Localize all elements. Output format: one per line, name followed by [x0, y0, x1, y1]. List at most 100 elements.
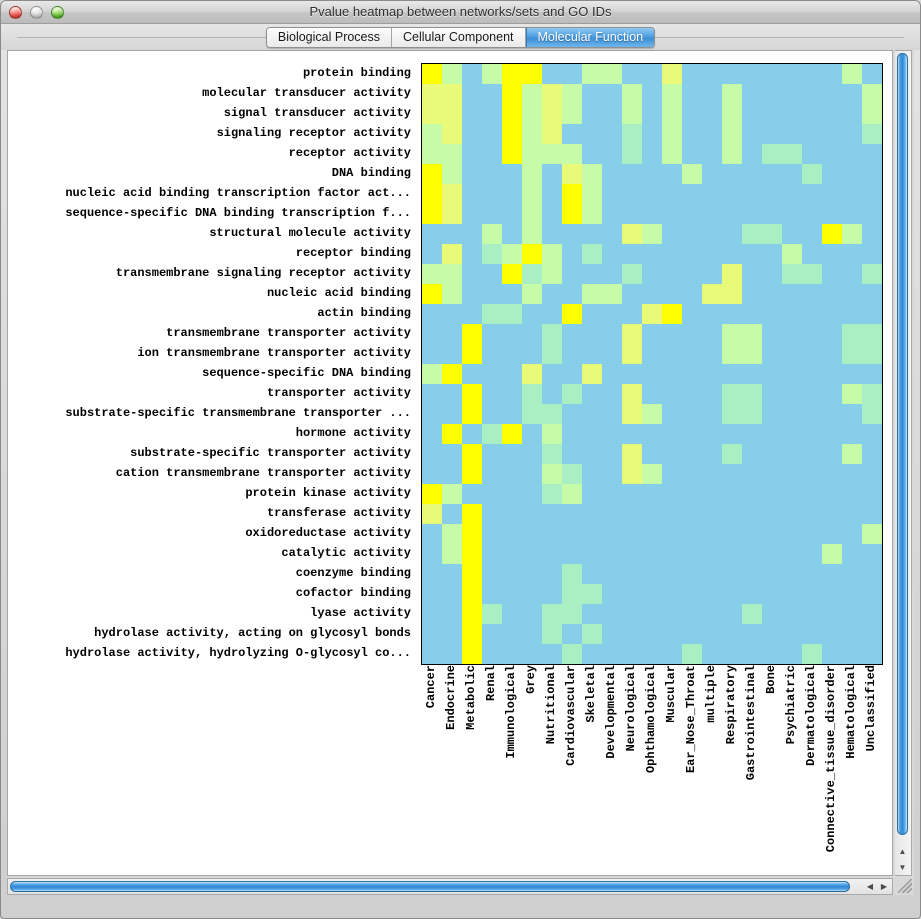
heatmap-cell[interactable] — [822, 64, 842, 84]
heatmap-cell[interactable] — [702, 224, 722, 244]
heatmap-cell[interactable] — [822, 104, 842, 124]
heatmap-cell[interactable] — [842, 424, 862, 444]
heatmap-cell[interactable] — [742, 544, 762, 564]
heatmap-cell[interactable] — [802, 224, 822, 244]
heatmap-cell[interactable] — [542, 484, 562, 504]
heatmap-cell[interactable] — [522, 224, 542, 244]
heatmap-cell[interactable] — [822, 404, 842, 424]
heatmap-cell[interactable] — [722, 544, 742, 564]
heatmap-cell[interactable] — [642, 544, 662, 564]
heatmap-cell[interactable] — [702, 564, 722, 584]
heatmap-cell[interactable] — [522, 64, 542, 84]
horizontal-scrollbar[interactable]: ◀ ▶ — [7, 878, 893, 895]
heatmap-cell[interactable] — [582, 624, 602, 644]
heatmap-cell[interactable] — [802, 544, 822, 564]
heatmap-cell[interactable] — [702, 404, 722, 424]
heatmap-cell[interactable] — [682, 524, 702, 544]
heatmap-cell[interactable] — [542, 504, 562, 524]
heatmap-cell[interactable] — [662, 324, 682, 344]
heatmap-cell[interactable] — [862, 224, 882, 244]
heatmap-cell[interactable] — [822, 264, 842, 284]
tab-cellular-component[interactable]: Cellular Component — [392, 27, 526, 47]
heatmap-cell[interactable] — [742, 484, 762, 504]
heatmap-cell[interactable] — [642, 484, 662, 504]
heatmap-cell[interactable] — [762, 224, 782, 244]
heatmap-cell[interactable] — [702, 644, 722, 664]
heatmap-cell[interactable] — [502, 204, 522, 224]
heatmap-cell[interactable] — [582, 404, 602, 424]
heatmap-cell[interactable] — [822, 464, 842, 484]
heatmap-cell[interactable] — [622, 544, 642, 564]
heatmap-cell[interactable] — [462, 164, 482, 184]
heatmap-cell[interactable] — [802, 164, 822, 184]
heatmap-cell[interactable] — [822, 544, 842, 564]
heatmap-cell[interactable] — [522, 344, 542, 364]
heatmap-cell[interactable] — [542, 124, 562, 144]
heatmap-cell[interactable] — [442, 384, 462, 404]
heatmap-cell[interactable] — [502, 104, 522, 124]
heatmap-cell[interactable] — [842, 124, 862, 144]
heatmap-cell[interactable] — [862, 64, 882, 84]
heatmap-cell[interactable] — [822, 604, 842, 624]
heatmap-cell[interactable] — [462, 344, 482, 364]
heatmap-cell[interactable] — [822, 324, 842, 344]
heatmap-cell[interactable] — [482, 564, 502, 584]
heatmap-cell[interactable] — [702, 444, 722, 464]
heatmap-cell[interactable] — [602, 604, 622, 624]
heatmap-cell[interactable] — [762, 424, 782, 444]
heatmap-cell[interactable] — [622, 484, 642, 504]
heatmap-cell[interactable] — [862, 344, 882, 364]
heatmap-cell[interactable] — [682, 504, 702, 524]
heatmap-cell[interactable] — [642, 204, 662, 224]
heatmap-cell[interactable] — [642, 644, 662, 664]
heatmap-cell[interactable] — [642, 104, 662, 124]
heatmap-cell[interactable] — [422, 304, 442, 324]
heatmap-cell[interactable] — [762, 244, 782, 264]
heatmap-cell[interactable] — [742, 464, 762, 484]
heatmap-cell[interactable] — [422, 444, 442, 464]
heatmap-cell[interactable] — [562, 504, 582, 524]
heatmap-cell[interactable] — [442, 344, 462, 364]
heatmap-cell[interactable] — [842, 164, 862, 184]
heatmap-cell[interactable] — [802, 364, 822, 384]
heatmap-cell[interactable] — [742, 524, 762, 544]
heatmap-cell[interactable] — [762, 164, 782, 184]
heatmap-cell[interactable] — [842, 284, 862, 304]
heatmap-cell[interactable] — [482, 184, 502, 204]
heatmap-cell[interactable] — [802, 604, 822, 624]
heatmap-cell[interactable] — [862, 424, 882, 444]
horizontal-scrollbar-thumb[interactable] — [10, 881, 850, 892]
heatmap-cell[interactable] — [842, 244, 862, 264]
heatmap-cell[interactable] — [522, 144, 542, 164]
heatmap-cell[interactable] — [462, 584, 482, 604]
heatmap-cell[interactable] — [682, 644, 702, 664]
heatmap-cell[interactable] — [722, 524, 742, 544]
heatmap-cell[interactable] — [562, 444, 582, 464]
heatmap-cell[interactable] — [562, 264, 582, 284]
heatmap-cell[interactable] — [502, 624, 522, 644]
heatmap-cell[interactable] — [622, 224, 642, 244]
heatmap-cell[interactable] — [602, 404, 622, 424]
heatmap-cell[interactable] — [682, 304, 702, 324]
heatmap-cell[interactable] — [682, 384, 702, 404]
heatmap-cell[interactable] — [602, 284, 622, 304]
heatmap-cell[interactable] — [622, 424, 642, 444]
scroll-down-icon[interactable]: ▼ — [898, 862, 907, 872]
heatmap-cell[interactable] — [662, 264, 682, 284]
heatmap-cell[interactable] — [422, 584, 442, 604]
heatmap-cell[interactable] — [762, 524, 782, 544]
heatmap-cell[interactable] — [462, 304, 482, 324]
heatmap-cell[interactable] — [782, 124, 802, 144]
heatmap-cell[interactable] — [862, 84, 882, 104]
heatmap-cell[interactable] — [742, 644, 762, 664]
heatmap-cell[interactable] — [462, 84, 482, 104]
heatmap-cell[interactable] — [842, 144, 862, 164]
heatmap-cell[interactable] — [502, 64, 522, 84]
heatmap-cell[interactable] — [782, 464, 802, 484]
heatmap-cell[interactable] — [802, 304, 822, 324]
heatmap-cell[interactable] — [482, 604, 502, 624]
heatmap-cell[interactable] — [742, 184, 762, 204]
heatmap-cell[interactable] — [562, 464, 582, 484]
heatmap-cell[interactable] — [582, 584, 602, 604]
heatmap-cell[interactable] — [582, 364, 602, 384]
